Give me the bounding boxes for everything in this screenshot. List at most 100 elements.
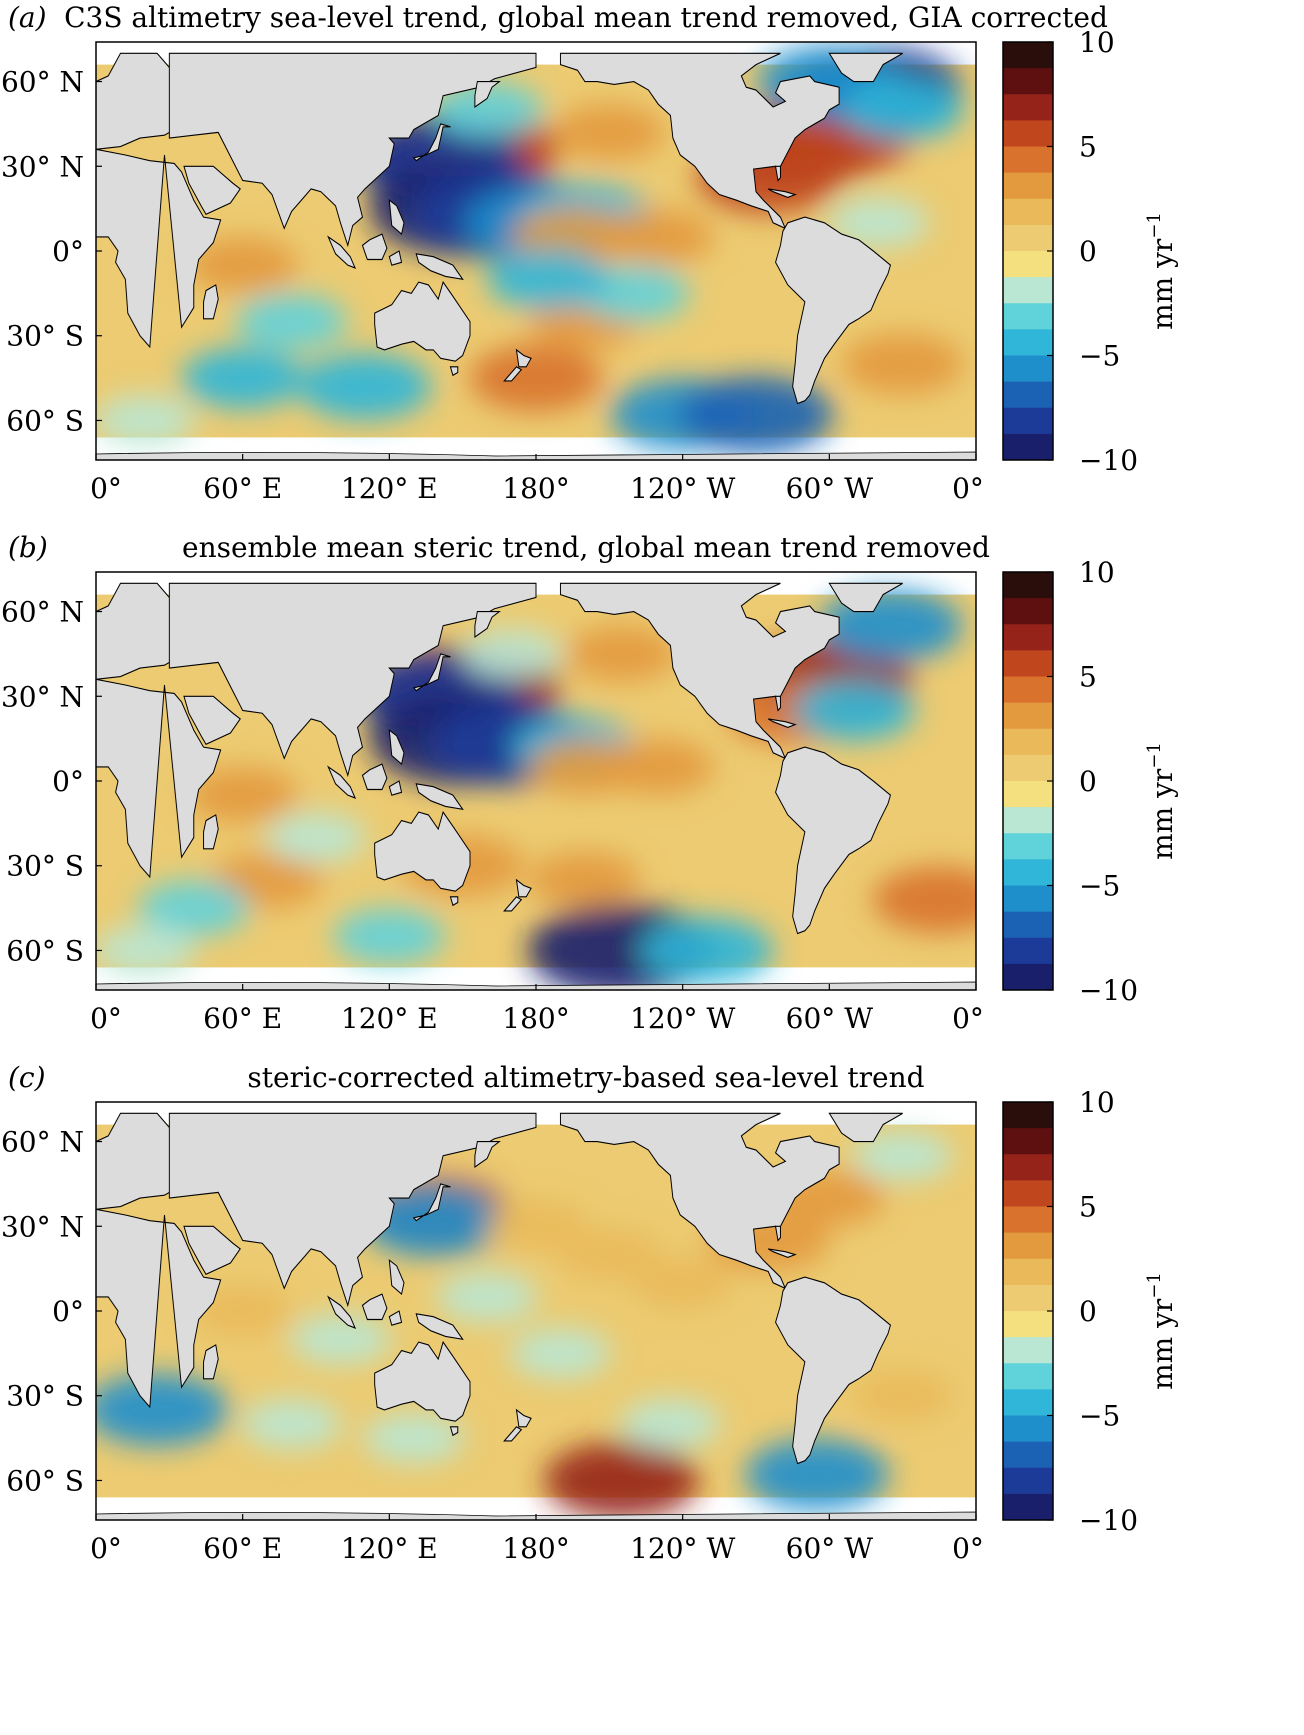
trend-cell: [827, 197, 929, 248]
colorbar-tick-label: 10: [1079, 26, 1115, 59]
trend-cell: [745, 1438, 890, 1511]
panel-c: (c) steric-corrected altimetry-based sea-…: [1, 1061, 1179, 1565]
colorbar-unit-label: mm yr−1: [1144, 1272, 1179, 1390]
colorbar-tick-label: 5: [1079, 131, 1097, 164]
colorbar-segment: [1003, 1284, 1053, 1312]
trend-cell: [602, 738, 715, 795]
colorbar-tick-label: −10: [1079, 444, 1138, 477]
colorbar-tick-label: −10: [1079, 974, 1138, 1007]
trend-cell: [510, 1328, 611, 1379]
colorbar-segment: [1003, 650, 1053, 677]
colorbar-segment: [1003, 251, 1053, 278]
trend-cell: [487, 248, 610, 310]
y-tick-label: 0°: [52, 1295, 84, 1328]
x-tick-label: 60° E: [203, 1532, 282, 1565]
y-tick-label: 60° S: [6, 404, 84, 437]
colorbar-segment: [1003, 781, 1053, 808]
colorbar-segment: [1003, 572, 1053, 599]
x-tick-label: 0°: [90, 1002, 122, 1035]
y-tick-label: 60° N: [1, 596, 84, 629]
y-tick-label: 60° N: [1, 66, 84, 99]
y-tick-label: 30° S: [6, 850, 84, 883]
colorbar-segment: [1003, 172, 1053, 200]
colorbar-tick-label: 0: [1079, 235, 1097, 268]
colorbar-segment: [1003, 1206, 1053, 1234]
colorbar-segment: [1003, 355, 1053, 383]
x-tick-label: 60° E: [203, 472, 282, 505]
panel-b: (b) ensemble mean steric trend, global me…: [1, 531, 1179, 1035]
colorbar-segment: [1003, 1467, 1053, 1495]
panel-letter: (b): [8, 531, 48, 564]
colorbar-tick-label: −5: [1079, 340, 1120, 373]
colorbar-segment: [1003, 146, 1053, 174]
y-tick-label: 0°: [52, 235, 84, 268]
colorbar-segment: [1003, 1102, 1053, 1129]
colorbar-segment: [1003, 728, 1053, 756]
colorbar-segment: [1003, 1441, 1053, 1469]
colorbar-segment: [1003, 754, 1053, 782]
colorbar-segment: [1003, 963, 1053, 991]
colorbar-segment: [1003, 277, 1053, 304]
trend-cell: [841, 79, 964, 141]
trend-cell: [361, 1184, 506, 1257]
panel-title: steric-corrected altimetry-based sea-lev…: [247, 1061, 924, 1094]
trend-cell: [620, 1398, 721, 1450]
trend-cell: [186, 237, 299, 294]
trend-cell: [632, 1257, 734, 1308]
trend-cell: [529, 851, 641, 908]
trend-cell: [872, 866, 976, 933]
y-tick-label: 30° N: [1, 1210, 84, 1243]
x-tick-label: 120° E: [341, 472, 438, 505]
y-tick-label: 30° S: [6, 1380, 84, 1413]
colorbar-segment: [1003, 937, 1053, 965]
colorbar-tick-label: −10: [1079, 1504, 1138, 1537]
trend-cell: [461, 628, 562, 680]
x-tick-label: 0°: [952, 1532, 984, 1565]
colorbar-segment: [1003, 224, 1053, 252]
colorbar: 10 5 0 −5 −10 mm yr−1: [1002, 556, 1179, 1007]
colorbar-segment: [1003, 120, 1053, 147]
trend-cell: [96, 1373, 230, 1446]
map-area: [96, 572, 976, 990]
colorbar-tick-label: 10: [1079, 1086, 1115, 1119]
colorbar-segment: [1003, 329, 1053, 356]
land-mask: [96, 1112, 903, 1465]
panel-letter: (c): [8, 1061, 46, 1094]
trend-cell: [544, 1441, 699, 1520]
trend-cell: [137, 880, 250, 936]
colorbar-segment: [1003, 1232, 1053, 1260]
panel-title: ensemble mean steric trend, global mean …: [182, 531, 990, 564]
colorbar-segment: [1003, 702, 1053, 730]
panel-letter: (a): [8, 1, 47, 34]
x-tick-label: 0°: [952, 472, 984, 505]
colorbar-segment: [1003, 94, 1053, 121]
trend-cell: [333, 908, 446, 965]
trend-cell: [553, 104, 666, 161]
colorbar-segment: [1003, 381, 1053, 409]
y-tick-label: 30° S: [6, 320, 84, 353]
trend-cell: [469, 344, 603, 412]
panel-title: C3S altimetry sea-level trend, global me…: [64, 1, 1108, 34]
land-mask: [96, 582, 903, 935]
trend-cell: [602, 208, 715, 265]
colorbar-unit-label: mm yr−1: [1144, 212, 1179, 330]
land-mask: [96, 52, 903, 405]
colorbar-segment: [1003, 433, 1053, 461]
trend-cell: [298, 353, 432, 420]
colorbar-segment: [1003, 68, 1053, 95]
x-tick-label: 0°: [90, 1532, 122, 1565]
trend-cell: [558, 1229, 660, 1280]
trend-cell: [640, 917, 774, 984]
x-tick-label: 120° E: [341, 1002, 438, 1035]
panel-a: (a) C3S altimetry sea-level trend, global…: [1, 1, 1179, 505]
x-tick-label: 60° W: [786, 472, 874, 505]
trend-cell: [363, 1412, 465, 1464]
colorbar: 10 5 0 −5 −10 mm yr−1: [1002, 26, 1179, 477]
trend-cell: [96, 925, 196, 976]
colorbar-segment: [1003, 598, 1053, 625]
colorbar-segment: [1003, 1180, 1053, 1207]
colorbar-segment: [1003, 1258, 1053, 1286]
y-tick-label: 60° S: [6, 1464, 84, 1497]
x-tick-label: 60° E: [203, 1002, 282, 1035]
trend-cell: [265, 812, 367, 863]
